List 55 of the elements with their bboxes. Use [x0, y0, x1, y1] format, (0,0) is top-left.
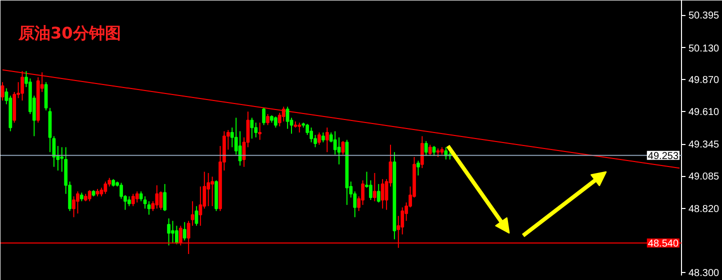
candlestick	[194, 206, 198, 226]
candlestick	[428, 144, 432, 156]
candlestick	[325, 127, 329, 153]
candlestick	[282, 106, 286, 122]
y-tick-label: 50.130	[688, 43, 720, 54]
candlestick	[127, 196, 131, 207]
candlestick	[369, 180, 372, 200]
candlestick	[416, 160, 420, 176]
candlestick	[286, 106, 290, 130]
candlestick	[210, 176, 214, 207]
candlestick	[155, 184, 159, 210]
candlestick	[0, 82, 4, 102]
candlestick	[306, 123, 310, 136]
candlestick	[420, 136, 424, 169]
candlestick	[163, 184, 166, 212]
candlestick	[376, 184, 380, 203]
candlestick	[372, 172, 376, 202]
y-tick-label: 49.870	[688, 75, 720, 86]
candlestick	[298, 122, 302, 133]
y-tick-label: 48.820	[688, 204, 720, 216]
candlestick	[258, 122, 262, 140]
ref-line-label: 49.253	[648, 150, 679, 162]
candlestick	[104, 181, 108, 194]
y-tick-label: 49.610	[688, 107, 720, 118]
y-tick-label: 49.345	[688, 140, 720, 151]
candlestick	[143, 196, 147, 210]
y-tick-label: 48.300	[688, 268, 720, 279]
candlestick	[318, 132, 321, 146]
candlestick	[250, 117, 254, 140]
candlestick	[310, 127, 313, 143]
candlestick	[131, 193, 135, 207]
y-tick-label: 49.085	[688, 172, 720, 183]
candlestick	[380, 178, 384, 210]
candlestick	[147, 200, 151, 216]
ref-line-label: 48.540	[648, 238, 679, 250]
y-tick-label: 50.395	[688, 10, 720, 22]
candlestick	[139, 190, 143, 202]
candlestick	[337, 136, 341, 165]
text: 原油30分钟图	[18, 24, 121, 42]
candlestick	[171, 220, 174, 244]
candlestick	[206, 172, 210, 207]
candlestick	[266, 114, 270, 126]
candlestick	[321, 132, 325, 143]
candlestick	[88, 190, 92, 202]
candlestick	[175, 225, 178, 245]
candlestick	[167, 218, 170, 246]
candlestick	[76, 190, 80, 214]
candlestick	[432, 145, 436, 156]
candlestick	[182, 222, 186, 242]
candlestick	[424, 140, 428, 156]
candlestick	[72, 196, 76, 218]
candlestick	[274, 116, 278, 128]
candlestick	[262, 107, 266, 126]
candlestick	[135, 190, 139, 203]
candlestick	[44, 82, 48, 111]
